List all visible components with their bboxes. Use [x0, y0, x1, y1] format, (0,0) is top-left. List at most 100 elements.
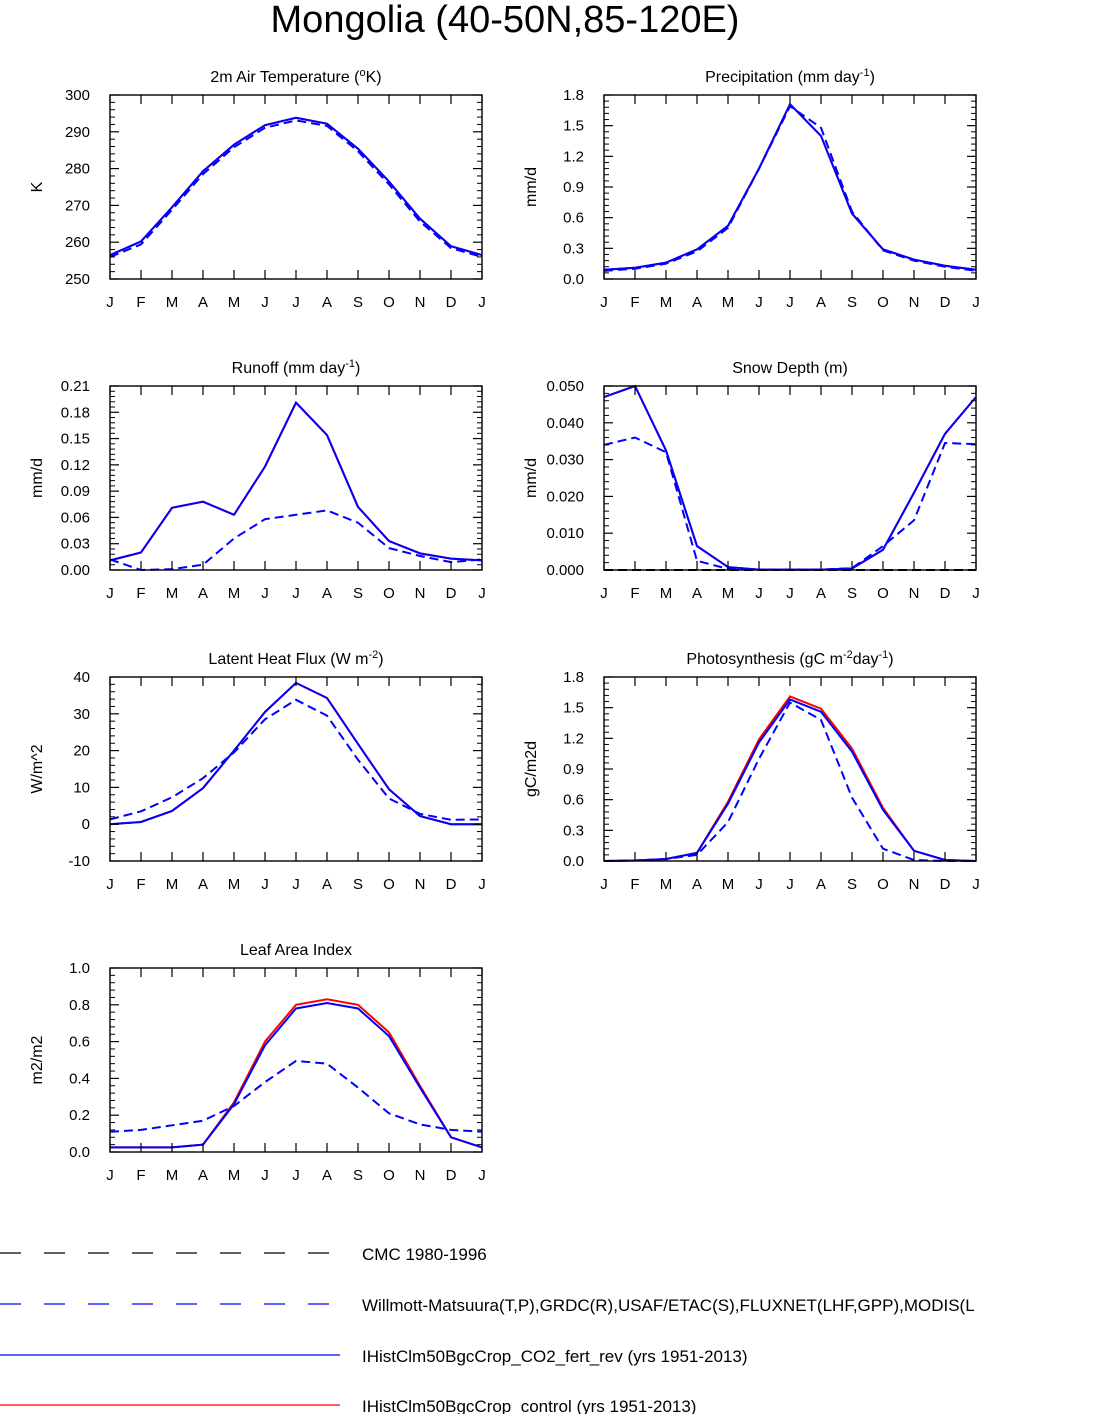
x-tick-label: A — [816, 294, 826, 311]
x-tick-label: A — [816, 876, 826, 893]
x-tick-label: D — [940, 294, 951, 311]
x-tick-label: D — [446, 1167, 457, 1184]
legend-label-3: IHistClm50BgcCrop_CO2_fert_rev (yrs 1951… — [362, 1347, 748, 1366]
y-axis-label: mm/d — [29, 458, 46, 498]
series-line-willmott-matsuura-t-p-grdc-r-usaf-etac-s — [603, 104, 977, 272]
y-tick-label: 0.9 — [563, 179, 584, 196]
y-tick-label: 1.5 — [563, 118, 584, 135]
x-tick-label: J — [478, 1167, 486, 1184]
x-tick-label: O — [383, 585, 395, 602]
x-tick-label: N — [415, 876, 426, 893]
series-line-willmott-matsuura-t-p-grdc-r-usaf-etac-s — [603, 701, 976, 862]
y-tick-label: -10 — [68, 853, 90, 870]
y-tick-label: 0.040 — [546, 415, 584, 432]
y-tick-label: 1.2 — [563, 148, 584, 165]
x-tick-label: J — [292, 294, 300, 311]
panel-title: Leaf Area Index — [240, 942, 352, 959]
x-tick-label: A — [816, 585, 826, 602]
x-tick-label: M — [166, 1167, 179, 1184]
x-tick-label: S — [353, 876, 363, 893]
y-tick-label: 20 — [73, 743, 90, 760]
x-tick-label: J — [755, 876, 763, 893]
panel-runoff-mm-day: Runoff (mm day-1) J F M A M J J A S O N D J 0.00 0.03 0.… — [29, 358, 486, 602]
x-tick-label: D — [940, 585, 951, 602]
series-line-ihistclm50bgccrop-co2-fert-rev-yrs-1951- — [109, 681, 482, 826]
legend-label-4: IHistClm50BgcCrop_control (yrs 1951-2013… — [362, 1397, 696, 1414]
x-tick-label: A — [692, 876, 702, 893]
x-tick-label: A — [322, 876, 332, 893]
y-tick-label: 0 — [82, 816, 90, 833]
x-tick-label: S — [847, 876, 857, 893]
series-line-ihistclm50bgccrop-control-yrs-1951-2013 — [109, 681, 482, 826]
x-tick-label: J — [755, 585, 763, 602]
x-tick-label: J — [261, 585, 269, 602]
y-tick-label: 1.2 — [563, 730, 584, 747]
panel-title: Photosynthesis (gC m-2day-1) — [686, 649, 893, 668]
x-tick-label: F — [136, 294, 145, 311]
series-line-willmott-matsuura-t-p-grdc-r-usaf-etac-s — [109, 119, 483, 258]
series-line-ihistclm50bgccrop-co2-fert-rev-yrs-1951- — [603, 384, 977, 571]
x-tick-label: D — [446, 294, 457, 311]
x-tick-label: J — [261, 1167, 269, 1184]
x-tick-label: J — [786, 585, 794, 602]
x-tick-label: M — [722, 876, 735, 893]
series-line-willmott-matsuura-t-p-grdc-r-usaf-etac-s — [603, 436, 977, 571]
series-line-ihistclm50bgccrop-control-yrs-1951-2013 — [109, 400, 483, 562]
x-tick-label: F — [630, 294, 639, 311]
panel-leaf-area-index: Leaf Area Index J F M A M J J A S O N D J 0.0 0.2 0.4 0.6… — [29, 942, 486, 1184]
y-tick-label: 0.06 — [61, 509, 90, 526]
x-tick-label: F — [630, 585, 639, 602]
x-tick-label: F — [136, 585, 145, 602]
y-tick-label: 1.8 — [563, 87, 584, 104]
x-tick-label: F — [630, 876, 639, 893]
y-tick-label: 0.18 — [61, 404, 90, 421]
x-tick-label: J — [261, 876, 269, 893]
x-tick-label: J — [786, 876, 794, 893]
x-tick-label: M — [722, 294, 735, 311]
series-line-willmott-matsuura-t-p-grdc-r-usaf-etac-s — [109, 698, 483, 821]
y-tick-label: 0.6 — [563, 210, 584, 227]
y-tick-label: 300 — [65, 87, 90, 104]
panels: 2m Air Temperature (oK) J F M A M J J A S O N D J 250 2… — [29, 67, 980, 1184]
y-axis-label: gC/m2d — [523, 741, 540, 797]
x-tick-label: M — [660, 585, 673, 602]
x-tick-label: A — [692, 294, 702, 311]
x-tick-label: O — [877, 876, 889, 893]
x-tick-label: J — [478, 876, 486, 893]
x-tick-label: J — [600, 876, 608, 893]
x-tick-label: A — [322, 294, 332, 311]
x-tick-label: N — [909, 876, 920, 893]
x-tick-label: J — [292, 585, 300, 602]
panel-title: Snow Depth (m) — [732, 360, 848, 377]
panel-2m-air-temperature: 2m Air Temperature (oK) J F M A M J J A S O N D J 250 2… — [29, 67, 486, 311]
y-tick-label: 0.2 — [69, 1107, 90, 1124]
panel-precipitation-mm-day: Precipitation (mm day-1) J F M A M J J A S O N D J 0.0… — [523, 67, 980, 311]
y-tick-label: 1.0 — [69, 960, 90, 977]
y-tick-label: 0.3 — [563, 240, 584, 257]
y-tick-label: 30 — [73, 706, 90, 723]
x-tick-label: N — [909, 294, 920, 311]
x-tick-label: D — [446, 876, 457, 893]
x-tick-label: J — [755, 294, 763, 311]
x-tick-label: J — [478, 294, 486, 311]
y-tick-label: 0.6 — [563, 792, 584, 809]
x-tick-label: J — [786, 294, 794, 311]
x-tick-label: J — [600, 585, 608, 602]
y-tick-label: 10 — [73, 779, 90, 796]
panel-title: 2m Air Temperature (oK) — [210, 67, 381, 86]
x-tick-label: M — [660, 294, 673, 311]
plot-frame — [109, 676, 483, 862]
x-tick-label: A — [198, 876, 208, 893]
plot-frame — [109, 385, 483, 571]
x-tick-label: A — [198, 585, 208, 602]
y-tick-label: 0.00 — [61, 562, 90, 579]
x-tick-label: N — [415, 1167, 426, 1184]
x-tick-label: A — [692, 585, 702, 602]
plot-frame — [109, 94, 483, 280]
y-tick-label: 0.4 — [69, 1070, 90, 1087]
x-tick-label: M — [166, 294, 179, 311]
y-tick-label: 0.9 — [563, 761, 584, 778]
series-line-ihistclm50bgccrop-co2-fert-rev-yrs-1951- — [109, 116, 483, 257]
y-tick-label: 0.020 — [546, 488, 584, 505]
